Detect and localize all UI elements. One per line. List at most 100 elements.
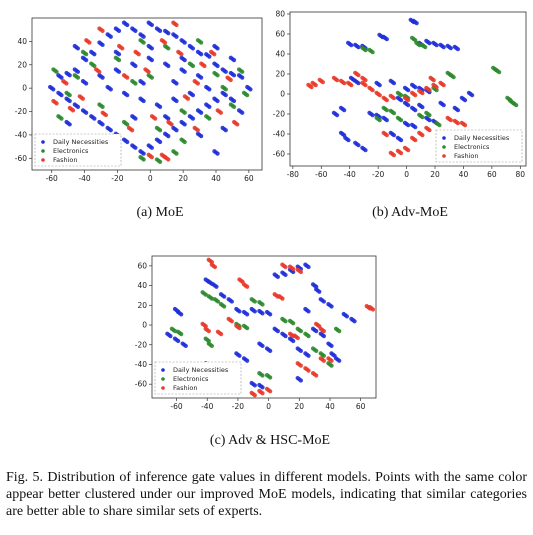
scatter-point — [168, 333, 173, 339]
scatter-point — [174, 151, 179, 156]
scatter-plot-adv-hsc-moe: -60 -40 -20 0 20 40 60 -60 -40 -20 0 20 40 60 Daily Ne… — [130, 252, 380, 416]
x-tick-label: 60 — [356, 402, 366, 411]
scatter-point — [108, 34, 113, 39]
scatter-point — [141, 151, 146, 156]
scatter-point — [179, 312, 184, 317]
scatter-point — [413, 108, 418, 113]
scatter-point — [283, 264, 288, 270]
scatter-point — [514, 103, 519, 108]
scatter-point — [125, 75, 130, 80]
scatter-point — [75, 46, 81, 51]
scatter-point — [182, 122, 187, 127]
scatter-point — [223, 93, 228, 98]
scatter-point — [240, 110, 245, 115]
scatter-point — [455, 47, 461, 52]
legend-label: Electronics — [454, 143, 490, 151]
legend-box — [154, 361, 242, 395]
y-tick-label: 60 — [137, 261, 147, 270]
scatter-point — [413, 125, 418, 130]
scatter-point — [92, 52, 97, 57]
scatter-point — [329, 343, 334, 349]
y-tick-label: -60 — [273, 150, 285, 159]
scatter-point — [398, 93, 404, 98]
scatter-point — [141, 34, 146, 39]
scatter-point — [377, 83, 382, 88]
scatter-point — [268, 375, 273, 380]
scatter-point — [75, 75, 81, 80]
y-tick-label: 60 — [275, 30, 285, 39]
scatter-point — [427, 118, 432, 123]
scatter-point — [427, 88, 432, 93]
legend-marker — [161, 377, 165, 381]
scatter-point — [207, 116, 212, 121]
scatter-point — [59, 93, 64, 98]
scatter-point — [427, 41, 432, 46]
figure-caption: Fig. 5. Distribution of inference gate v… — [6, 470, 527, 519]
scatter-point — [100, 75, 105, 80]
scatter-point — [291, 269, 296, 275]
scatter-point — [215, 151, 220, 156]
scatter-point — [166, 157, 171, 162]
scatter-point — [195, 128, 200, 133]
scatter-svg-moe: -60 -40 -20 0 20 40 60 -60 -40 -20 0 20 40 Daily Nece… — [15, 17, 263, 183]
scatter-point — [240, 69, 245, 74]
legend-label: Daily Necessities — [173, 366, 229, 374]
scatter-point — [149, 58, 154, 63]
scatter-point — [291, 266, 296, 272]
scatter-point — [283, 333, 288, 339]
scatter-point — [260, 391, 265, 396]
scatter-point — [321, 329, 327, 334]
x-tick-label: 0 — [266, 402, 271, 411]
scatter-point — [352, 319, 357, 324]
scatter-point — [166, 134, 171, 139]
scatter-point — [309, 85, 314, 90]
scatter-point — [427, 113, 432, 118]
scatter-point — [370, 50, 375, 55]
y-tick-label: 0 — [142, 321, 147, 330]
scatter-point — [149, 22, 154, 28]
scatter-point — [314, 329, 319, 334]
scatter-point — [199, 110, 204, 115]
x-tick-label: -20 — [111, 174, 123, 183]
scatter-point — [182, 58, 187, 63]
scatter-point — [349, 83, 354, 88]
scatter-point — [275, 274, 280, 280]
legend-marker — [41, 149, 45, 153]
scatter-point — [280, 296, 285, 301]
y-tick-label: -20 — [135, 340, 147, 349]
scatter-point — [448, 118, 453, 123]
scatter-point — [329, 358, 334, 363]
legend-label: Fashion — [53, 156, 78, 164]
scatter-point — [199, 40, 204, 45]
scatter-point — [349, 43, 354, 48]
scatter-point — [54, 101, 59, 106]
scatter-point — [116, 58, 122, 63]
scatter-point — [130, 128, 135, 133]
scatter-point — [268, 312, 273, 317]
x-tick-label: 40 — [459, 170, 469, 179]
scatter-point — [97, 69, 102, 74]
legend-marker — [41, 140, 45, 144]
scatter-point — [420, 115, 425, 120]
scatter-point — [133, 81, 138, 86]
scatter-point — [158, 128, 163, 133]
scatter-point — [75, 104, 81, 109]
scatter-point — [377, 118, 382, 123]
scatter-point — [174, 22, 179, 28]
y-tick-label: 0 — [22, 84, 27, 93]
x-tick-label: -40 — [201, 402, 213, 411]
scatter-point — [306, 353, 311, 358]
scatter-point — [321, 333, 327, 339]
scatter-point — [497, 70, 502, 75]
scatter-point — [334, 78, 340, 83]
scatter-point — [149, 145, 154, 150]
scatter-point — [320, 80, 325, 85]
scatter-point — [108, 87, 113, 92]
scatter-point — [427, 128, 432, 133]
scatter-point — [116, 52, 122, 57]
scatter-point — [313, 83, 318, 88]
scatter-point — [260, 343, 265, 349]
scatter-point — [149, 155, 154, 160]
scatter-point — [298, 363, 303, 368]
scatter-point — [146, 69, 151, 74]
